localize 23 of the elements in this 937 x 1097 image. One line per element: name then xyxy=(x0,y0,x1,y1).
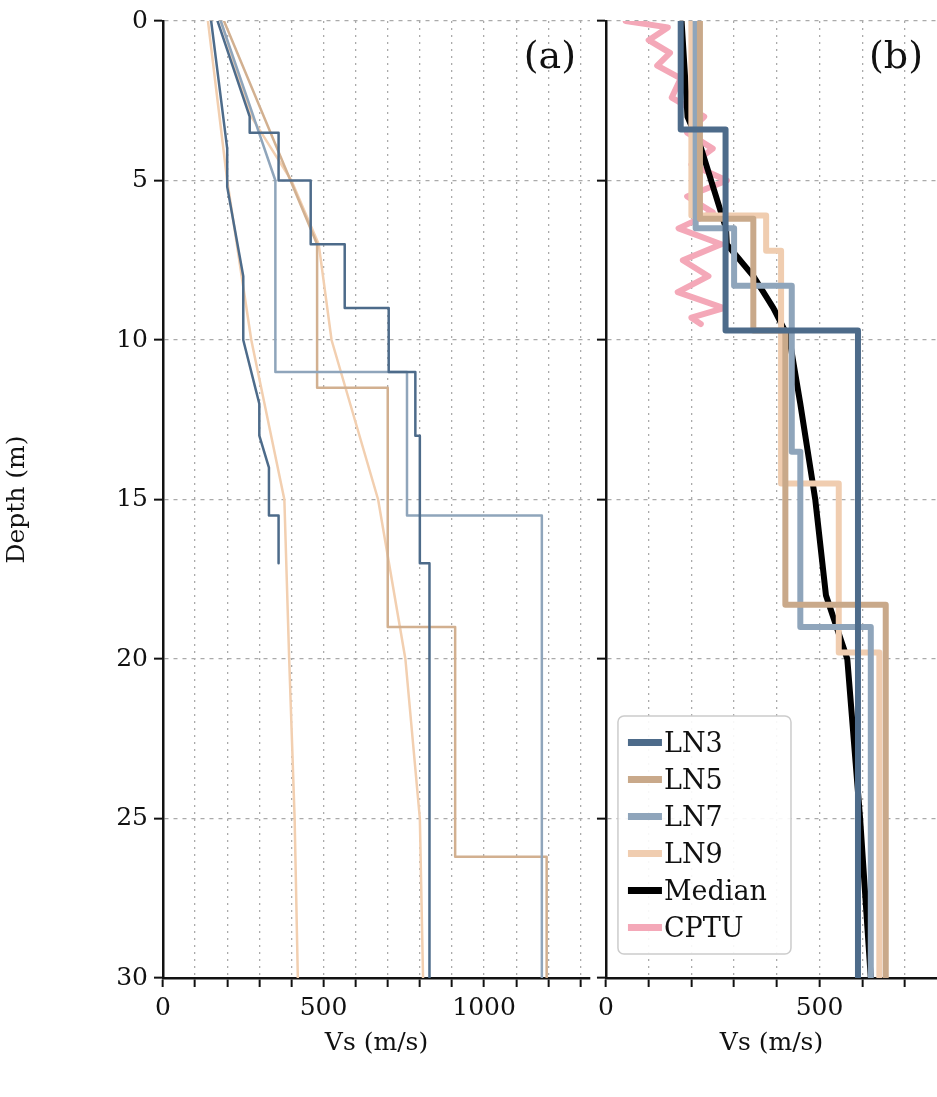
annotation: (a) xyxy=(523,32,576,77)
y-tick-label: 0 xyxy=(132,4,148,34)
y-tick-label: 30 xyxy=(116,961,148,991)
x-axis-title: Vs (m/s) xyxy=(323,1026,429,1056)
legend-label: LN7 xyxy=(663,800,723,832)
x-tick-label: 0 xyxy=(598,991,614,1021)
legend-label: CPTU xyxy=(663,911,744,943)
y-tick-label: 5 xyxy=(132,164,148,193)
y-tick-label: 20 xyxy=(116,642,148,672)
x-tick-label: 1000 xyxy=(452,991,516,1021)
y-axis-title: Depth (m) xyxy=(0,435,30,564)
x-tick-label: 500 xyxy=(795,991,844,1021)
y-tick-label: 25 xyxy=(116,802,148,831)
y-tick-label: 10 xyxy=(116,323,148,353)
legend-label: LN9 xyxy=(663,837,723,869)
x-tick-label: 500 xyxy=(299,991,348,1021)
legend-label: LN5 xyxy=(663,763,723,795)
x-axis-title: Vs (m/s) xyxy=(718,1026,824,1056)
x-tick-label: 0 xyxy=(155,991,171,1021)
legend-label: LN3 xyxy=(663,726,723,758)
legend-label: Median xyxy=(663,874,767,906)
annotation: (b) xyxy=(869,32,923,77)
y-tick-label: 15 xyxy=(116,483,148,512)
